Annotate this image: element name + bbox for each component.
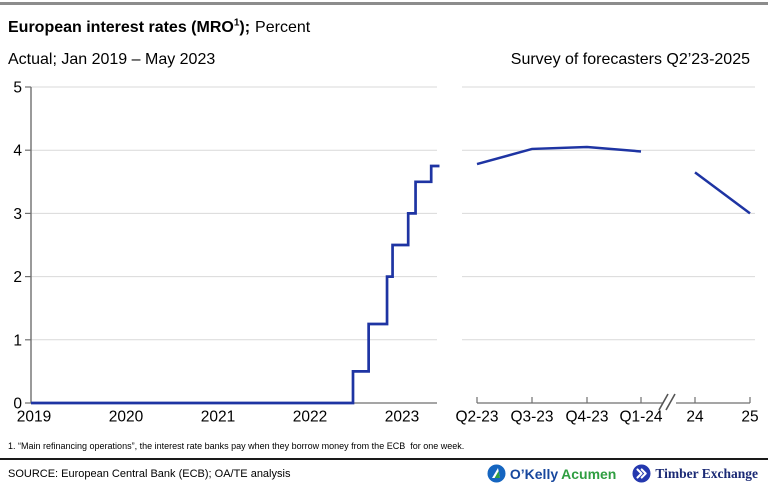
y-axis-label: 5 xyxy=(13,80,22,97)
forecast-line-quarterly-forecast xyxy=(476,145,642,166)
timber-exchange-label: Timber Exchange xyxy=(655,465,758,481)
axis-break-mark xyxy=(658,393,669,411)
x-axis-label-left: 2020 xyxy=(109,409,144,426)
logo-row: O’Kelly Acumen Timber Exchange xyxy=(487,464,758,483)
page-title: European interest rates (MRO1); Percent xyxy=(8,18,310,37)
x-axis-label-right: Q4-23 xyxy=(565,409,608,426)
x-axis-label-left: 2019 xyxy=(17,409,51,426)
footnote-text: 1. “Main refinancing operations”, the in… xyxy=(8,441,465,451)
left-panel-subtitle: Actual; Jan 2019 – May 2023 xyxy=(8,51,216,68)
x-axis-label-right: 24 xyxy=(686,409,704,426)
axis-break-mark xyxy=(665,393,676,411)
title-unit: Percent xyxy=(255,19,311,37)
title-bold: European interest rates (MRO1); xyxy=(8,18,251,37)
x-axis-label-left: 2022 xyxy=(293,409,327,426)
forecast-line-annual-forecast xyxy=(694,171,751,215)
okelly-acumen-logo: O’Kelly Acumen xyxy=(487,464,616,483)
source-text: SOURCE: European Central Bank (ECB); OA/… xyxy=(8,468,291,480)
y-axis-label: 4 xyxy=(13,143,22,160)
y-axis-label: 0 xyxy=(13,396,22,413)
x-axis-label-right: Q2-23 xyxy=(455,409,498,426)
bottom-divider-rule xyxy=(0,458,768,460)
timber-exchange-logo: Timber Exchange xyxy=(632,464,758,483)
y-axis-label: 3 xyxy=(13,206,22,223)
footnote-marker: 1 xyxy=(233,18,240,29)
top-divider-rule xyxy=(0,2,768,5)
sail-circle-icon xyxy=(487,464,506,483)
actual-rate-step-line xyxy=(31,164,440,405)
x-axis-label-left: 2023 xyxy=(385,409,419,426)
interest-rate-chart: 0 1 2 3 4 5 2019 2020 2021 2022 2023 Q2-23 Q3-23 Q4-2… xyxy=(13,80,758,426)
okelly-acumen-label: O’Kelly Acumen xyxy=(509,465,617,482)
right-panel-subtitle: Survey of forecasters Q2’23-2025 xyxy=(510,51,750,68)
x-axis-label-right: 25 xyxy=(741,409,758,426)
double-chevron-circle-icon xyxy=(632,464,651,483)
y-axis-label: 2 xyxy=(13,269,22,286)
x-axis-label-right: Q3-23 xyxy=(510,409,553,426)
y-axis-label: 1 xyxy=(13,332,22,349)
x-axis-label-right: Q1-24 xyxy=(619,409,662,426)
x-axis-label-left: 2021 xyxy=(201,409,235,426)
